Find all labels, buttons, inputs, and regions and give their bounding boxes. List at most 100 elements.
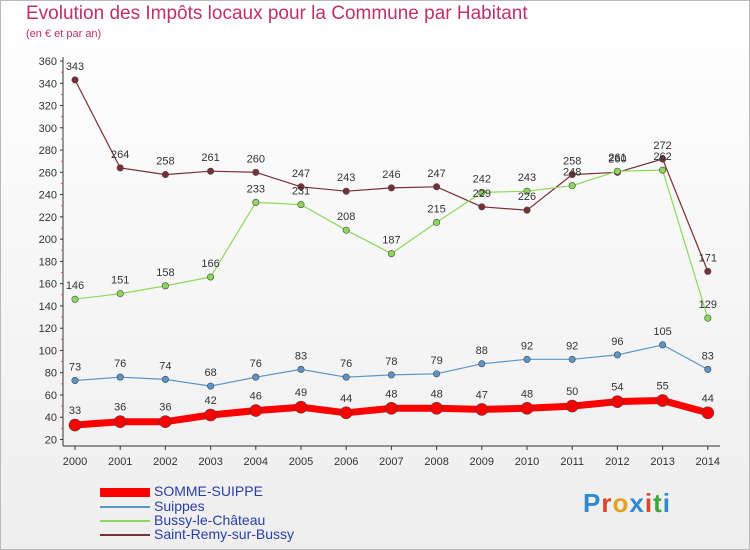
y-tick-label: 240: [39, 190, 57, 202]
data-point: [113, 415, 127, 428]
data-point: [71, 76, 79, 84]
data-point: [297, 201, 305, 209]
data-label: 226: [518, 191, 536, 203]
data-label: 44: [702, 393, 714, 405]
data-point: [71, 295, 79, 303]
logo-letter: i: [662, 488, 671, 518]
logo-letter: t: [653, 488, 663, 518]
data-point: [252, 373, 260, 381]
data-point: [659, 341, 667, 349]
y-tick-label: 280: [39, 145, 57, 157]
data-label: 166: [201, 258, 219, 270]
data-label: 92: [566, 340, 578, 352]
logo-letter: i: [644, 488, 654, 518]
data-label: 233: [247, 183, 265, 195]
data-point: [704, 365, 712, 373]
x-tick-label: 2010: [515, 456, 539, 468]
data-label: 229: [473, 188, 491, 200]
legend-label: Bussy-le-Château: [154, 512, 266, 528]
data-label: 146: [66, 280, 84, 292]
data-label: 264: [111, 149, 129, 161]
data-point: [478, 360, 486, 368]
data-label: 151: [111, 275, 129, 287]
data-label: 261: [608, 152, 626, 164]
data-label: 260: [608, 153, 626, 165]
data-label: 243: [337, 172, 355, 184]
data-point: [297, 183, 305, 191]
data-label: 50: [566, 386, 578, 398]
data-point: [342, 373, 350, 381]
data-point: [207, 382, 215, 390]
data-point: [339, 406, 353, 420]
logo-letter: o: [612, 488, 630, 518]
x-tick-label: 2008: [424, 456, 448, 468]
data-label: 73: [69, 361, 81, 373]
data-label: 49: [295, 387, 307, 399]
data-label: 215: [427, 203, 445, 215]
data-label: 242: [473, 173, 491, 185]
y-tick-label: 200: [39, 234, 57, 246]
x-tick-label: 2013: [650, 456, 674, 468]
data-point: [294, 400, 308, 414]
data-label: 36: [159, 402, 171, 414]
data-point: [387, 371, 395, 379]
proxiti-logo: Proxiti: [583, 488, 671, 519]
data-label: 96: [611, 336, 623, 348]
data-label: 74: [159, 360, 171, 372]
data-point: [701, 406, 715, 420]
data-point: [433, 370, 441, 378]
data-point: [161, 171, 169, 179]
x-tick-label: 2006: [334, 456, 358, 468]
data-point: [568, 182, 576, 190]
data-label: 83: [295, 350, 307, 362]
legend-label: Suippes: [154, 498, 205, 514]
data-point: [704, 267, 712, 275]
legend-swatch-somme-suippe: [100, 488, 150, 497]
data-point: [342, 226, 350, 234]
data-label: 105: [653, 326, 671, 338]
data-point: [523, 355, 531, 363]
data-label: 208: [337, 211, 355, 223]
data-label: 258: [156, 156, 174, 168]
y-tick-label: 300: [39, 123, 57, 135]
data-point: [520, 402, 534, 415]
data-label: 46: [250, 391, 262, 403]
x-tick-label: 2007: [379, 456, 403, 468]
y-tick-label: 120: [39, 323, 57, 335]
data-label: 262: [653, 151, 671, 163]
data-label: 54: [611, 382, 623, 394]
data-label: 68: [204, 367, 216, 379]
data-point: [71, 376, 79, 384]
data-point: [656, 394, 669, 407]
chart-subtitle: (en € et par an): [26, 28, 102, 40]
data-label: 247: [292, 168, 310, 180]
x-tick-label: 2014: [696, 456, 720, 468]
x-tick-label: 2012: [605, 456, 629, 468]
legend-label: Saint-Remy-sur-Bussy: [154, 526, 295, 542]
data-label: 42: [204, 395, 216, 407]
data-label: 55: [656, 381, 668, 393]
data-label: 48: [430, 388, 442, 400]
data-point: [613, 351, 621, 359]
data-point: [387, 184, 395, 192]
data-point: [475, 403, 489, 416]
data-label: 47: [476, 389, 488, 401]
data-label: 248: [563, 167, 581, 179]
data-label: 246: [382, 169, 400, 181]
data-point: [433, 218, 441, 226]
data-point: [204, 408, 217, 422]
data-label: 36: [114, 402, 126, 414]
data-point: [523, 206, 531, 214]
data-point: [659, 155, 667, 163]
legend-swatch-saint-remy-sur-bussy: [100, 534, 150, 536]
data-label: 76: [250, 358, 262, 370]
legend-swatch-suippes: [100, 506, 150, 508]
data-point: [478, 188, 486, 196]
data-point: [342, 187, 350, 195]
data-label: 171: [699, 252, 717, 264]
data-point: [159, 415, 172, 428]
data-point: [568, 171, 576, 179]
data-point: [68, 418, 82, 432]
data-label: 76: [114, 358, 126, 370]
